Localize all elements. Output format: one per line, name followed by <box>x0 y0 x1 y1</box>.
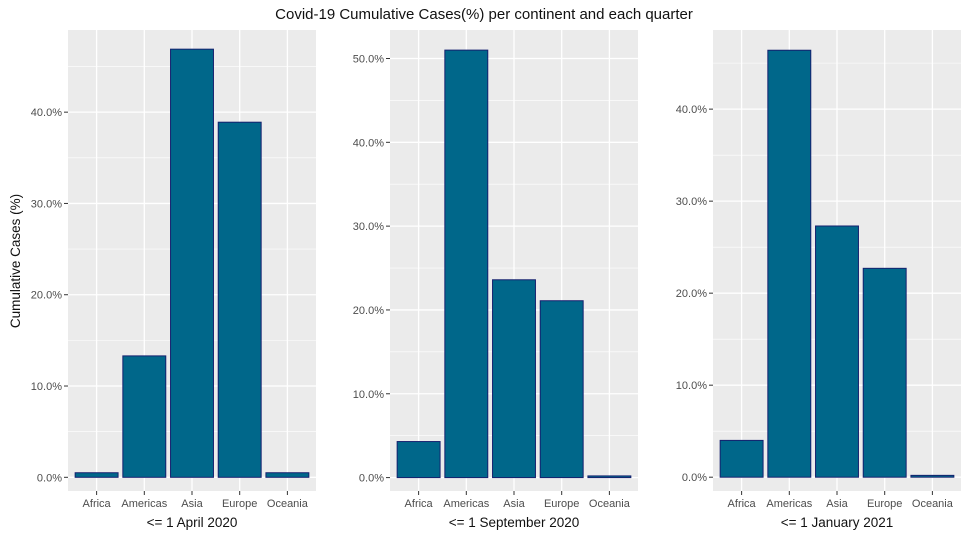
bar-oceania <box>910 474 955 478</box>
bar-africa <box>396 441 441 479</box>
bar-asia <box>170 48 214 478</box>
y-tick-label: 10.0% <box>31 381 62 393</box>
x-tick-label: Africa <box>83 498 112 510</box>
x-tick-label: Americas <box>766 498 812 510</box>
y-tick-label: 0.0% <box>682 472 707 484</box>
y-tick-label: 20.0% <box>31 290 62 302</box>
y-tick-label: 40.0% <box>31 107 62 119</box>
bar-panel-2: 0.0% 10.0% 20.0% 30.0% 40.0% 50.0% Africa Ameri… <box>353 30 638 530</box>
x-tick-label: Europe <box>222 498 257 510</box>
bar-panel-1: 0.0% 10.0% 20.0% 30.0% 40.0% Africa Americas As… <box>31 30 316 530</box>
x-tick-label: Oceania <box>589 498 631 510</box>
x-tick-label: Asia <box>826 498 848 510</box>
y-tick-label: 30.0% <box>353 221 384 233</box>
y-tick-label: 40.0% <box>676 104 707 116</box>
bar-oceania <box>587 475 632 479</box>
bar-oceania <box>265 472 310 478</box>
y-tick-label: 20.0% <box>353 305 384 317</box>
x-tick-label: Europe <box>867 498 902 510</box>
x-tick-label: Asia <box>503 498 525 510</box>
bar-americas <box>444 49 489 479</box>
chart-panels: 0.0% 10.0% 20.0% 30.0% 40.0% Africa Americas As… <box>31 30 961 530</box>
y-tick-label: 50.0% <box>353 53 384 65</box>
y-tick-label: 40.0% <box>353 137 384 149</box>
y-tick-label: 30.0% <box>676 196 707 208</box>
x-tick-label: Oceania <box>912 498 954 510</box>
y-tick-label: 0.0% <box>359 473 384 485</box>
x-tick-label: Africa <box>405 498 434 510</box>
bar-panel-3: 0.0% 10.0% 20.0% 30.0% 40.0% Africa Americas As… <box>676 30 961 530</box>
chart-title: Covid-19 Cumulative Cases(%) per contine… <box>275 6 693 23</box>
y-tick-label: 30.0% <box>31 198 62 210</box>
bar-americas <box>122 355 167 478</box>
x-tick-label: Africa <box>728 498 757 510</box>
bar-africa <box>719 439 764 478</box>
bar-europe <box>862 267 907 478</box>
x-axis-title: <= 1 September 2020 <box>449 515 580 530</box>
bar-americas <box>767 49 812 478</box>
y-tick-label: 20.0% <box>676 288 707 300</box>
bar-europe <box>539 300 584 479</box>
x-tick-label: Americas <box>121 498 167 510</box>
bar-asia <box>815 225 859 478</box>
x-axis-title: <= 1 January 2021 <box>781 515 894 530</box>
x-axis-title: <= 1 April 2020 <box>147 515 238 530</box>
x-tick-label: Oceania <box>267 498 309 510</box>
y-axis-title: Cumulative Cases (%) <box>8 194 23 328</box>
x-tick-label: Europe <box>544 498 579 510</box>
bar-africa <box>74 472 119 478</box>
y-tick-label: 0.0% <box>37 472 62 484</box>
x-tick-label: Americas <box>443 498 489 510</box>
x-tick-label: Asia <box>181 498 203 510</box>
bar-asia <box>492 279 536 479</box>
bar-europe <box>217 121 262 478</box>
y-tick-label: 10.0% <box>676 380 707 392</box>
y-tick-label: 10.0% <box>353 389 384 401</box>
